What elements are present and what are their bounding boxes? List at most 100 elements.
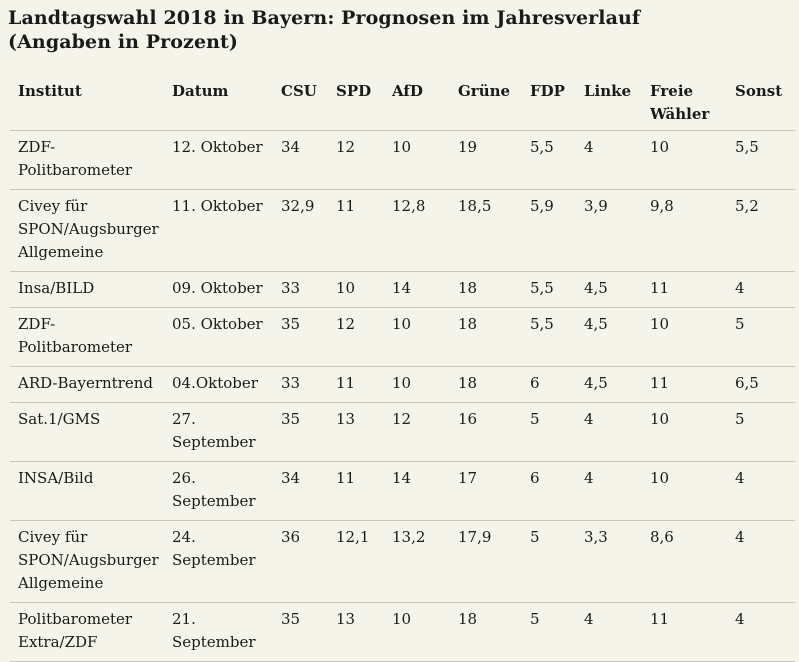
fdp-value-cell: 5,9	[530, 189, 584, 272]
column-header-datum: Datum	[172, 54, 281, 131]
datum-cell: 11. Oktober	[172, 189, 281, 272]
table-row: Insa/BILD 09. Oktober 33 10 14 18 5,5 4,5 11 4	[10, 271, 795, 308]
linke-value-cell: 3,3	[584, 520, 650, 603]
datum-cell: 26. September	[172, 461, 281, 521]
sonst-value-cell: 5	[735, 402, 795, 462]
fdp-value-cell: 5	[530, 402, 584, 462]
sonst-value-cell: 4	[735, 602, 795, 662]
fdp-value-cell: 5,5	[530, 271, 584, 308]
freie-waehler-value-cell: 8,6	[650, 520, 735, 603]
gruene-value-cell: 18	[458, 602, 530, 662]
freie-waehler-value-cell: 10	[650, 402, 735, 462]
afd-value-cell: 10	[392, 602, 458, 662]
datum-cell: 12. Oktober	[172, 130, 281, 190]
afd-value-cell: 14	[392, 271, 458, 308]
spd-value-cell: 12	[336, 130, 392, 190]
sonst-value-cell: 4	[735, 461, 795, 521]
table-row: Sat.1/GMS 27. September 35 13 12 16 5 4 10 5	[10, 402, 795, 462]
freie-waehler-value-cell: 11	[650, 602, 735, 662]
sonst-value-cell: 5,2	[735, 189, 795, 272]
table-row: INSA/Bild 26. September 34 11 14 17 6 4 10 4	[10, 461, 795, 521]
spd-value-cell: 11	[336, 366, 392, 403]
freie-waehler-value-cell: 10	[650, 130, 735, 190]
csu-value-cell: 32,9	[281, 189, 336, 272]
gruene-value-cell: 17	[458, 461, 530, 521]
spd-value-cell: 13	[336, 402, 392, 462]
sonst-value-cell: 5,5	[735, 130, 795, 190]
datum-cell: 04.Oktober	[172, 366, 281, 403]
institut-cell: ARD-Bayerntrend	[10, 366, 172, 403]
table-body: ZDF-Politbarometer 12. Oktober 34 12 10 19 5,5…	[10, 130, 795, 662]
freie-waehler-value-cell: 11	[650, 366, 735, 403]
spd-value-cell: 11	[336, 461, 392, 521]
fdp-value-cell: 5,5	[530, 130, 584, 190]
polls-table: Institut Datum CSU SPD AfD Grüne FDP Linke Freie…	[10, 54, 795, 662]
spd-value-cell: 10	[336, 271, 392, 308]
column-header-spd: SPD	[336, 54, 392, 131]
gruene-value-cell: 18	[458, 307, 530, 367]
institut-cell: ZDF-Politbarometer	[10, 307, 172, 367]
gruene-value-cell: 18,5	[458, 189, 530, 272]
gruene-value-cell: 18	[458, 366, 530, 403]
csu-value-cell: 35	[281, 602, 336, 662]
afd-value-cell: 14	[392, 461, 458, 521]
institut-cell: ZDF-Politbarometer	[10, 130, 172, 190]
freie-waehler-value-cell: 9,8	[650, 189, 735, 272]
institut-cell: INSA/Bild	[10, 461, 172, 521]
linke-value-cell: 4	[584, 602, 650, 662]
table-row: Civey für SPON/Augsburger Allgemeine 11. …	[10, 189, 795, 272]
sonst-value-cell: 4	[735, 271, 795, 308]
column-header-csu: CSU	[281, 54, 336, 131]
institut-cell: Civey für SPON/Augsburger Allgemeine	[10, 520, 172, 603]
table-row: ARD-Bayerntrend 04.Oktober 33 11 10 18 6 4,5 11 6…	[10, 366, 795, 403]
column-header-grüne: Grüne	[458, 54, 530, 131]
afd-value-cell: 10	[392, 130, 458, 190]
datum-cell: 24. September	[172, 520, 281, 603]
linke-value-cell: 4	[584, 461, 650, 521]
column-header-institut: Institut	[10, 54, 172, 131]
sonst-value-cell: 5	[735, 307, 795, 367]
institut-cell: Civey für SPON/Augsburger Allgemeine	[10, 189, 172, 272]
column-header-linke: Linke	[584, 54, 650, 131]
institut-cell: Sat.1/GMS	[10, 402, 172, 462]
fdp-value-cell: 5,5	[530, 307, 584, 367]
csu-value-cell: 36	[281, 520, 336, 603]
afd-value-cell: 10	[392, 366, 458, 403]
header-row: Institut Datum CSU SPD AfD Grüne FDP Linke Freie…	[10, 54, 795, 131]
gruene-value-cell: 19	[458, 130, 530, 190]
gruene-value-cell: 17,9	[458, 520, 530, 603]
freie-waehler-value-cell: 10	[650, 307, 735, 367]
linke-value-cell: 4	[584, 130, 650, 190]
csu-value-cell: 34	[281, 130, 336, 190]
table-header: Institut Datum CSU SPD AfD Grüne FDP Linke Freie…	[10, 54, 795, 131]
datum-cell: 09. Oktober	[172, 271, 281, 308]
column-header-afd: AfD	[392, 54, 458, 131]
table-row: Civey für SPON/Augsburger Allgemeine 24. …	[10, 520, 795, 603]
table-row: Politbarometer Extra/ZDF 21. September 35 1…	[10, 602, 795, 662]
institut-cell: Insa/BILD	[10, 271, 172, 308]
linke-value-cell: 4,5	[584, 366, 650, 403]
column-header-freie-wähler: Freie Wähler	[650, 54, 735, 131]
spd-value-cell: 11	[336, 189, 392, 272]
afd-value-cell: 13,2	[392, 520, 458, 603]
table-row: ZDF-Politbarometer 12. Oktober 34 12 10 19 5,5…	[10, 130, 795, 190]
csu-value-cell: 33	[281, 271, 336, 308]
datum-cell: 05. Oktober	[172, 307, 281, 367]
datum-cell: 21. September	[172, 602, 281, 662]
csu-value-cell: 35	[281, 307, 336, 367]
sonst-value-cell: 6,5	[735, 366, 795, 403]
gruene-value-cell: 18	[458, 271, 530, 308]
freie-waehler-value-cell: 11	[650, 271, 735, 308]
linke-value-cell: 3,9	[584, 189, 650, 272]
sonst-value-cell: 4	[735, 520, 795, 603]
fdp-value-cell: 5	[530, 520, 584, 603]
csu-value-cell: 33	[281, 366, 336, 403]
institut-cell: Politbarometer Extra/ZDF	[10, 602, 172, 662]
csu-value-cell: 34	[281, 461, 336, 521]
afd-value-cell: 10	[392, 307, 458, 367]
column-header-sonst: Sonst	[735, 54, 795, 131]
linke-value-cell: 4,5	[584, 271, 650, 308]
fdp-value-cell: 6	[530, 366, 584, 403]
afd-value-cell: 12,8	[392, 189, 458, 272]
spd-value-cell: 12,1	[336, 520, 392, 603]
